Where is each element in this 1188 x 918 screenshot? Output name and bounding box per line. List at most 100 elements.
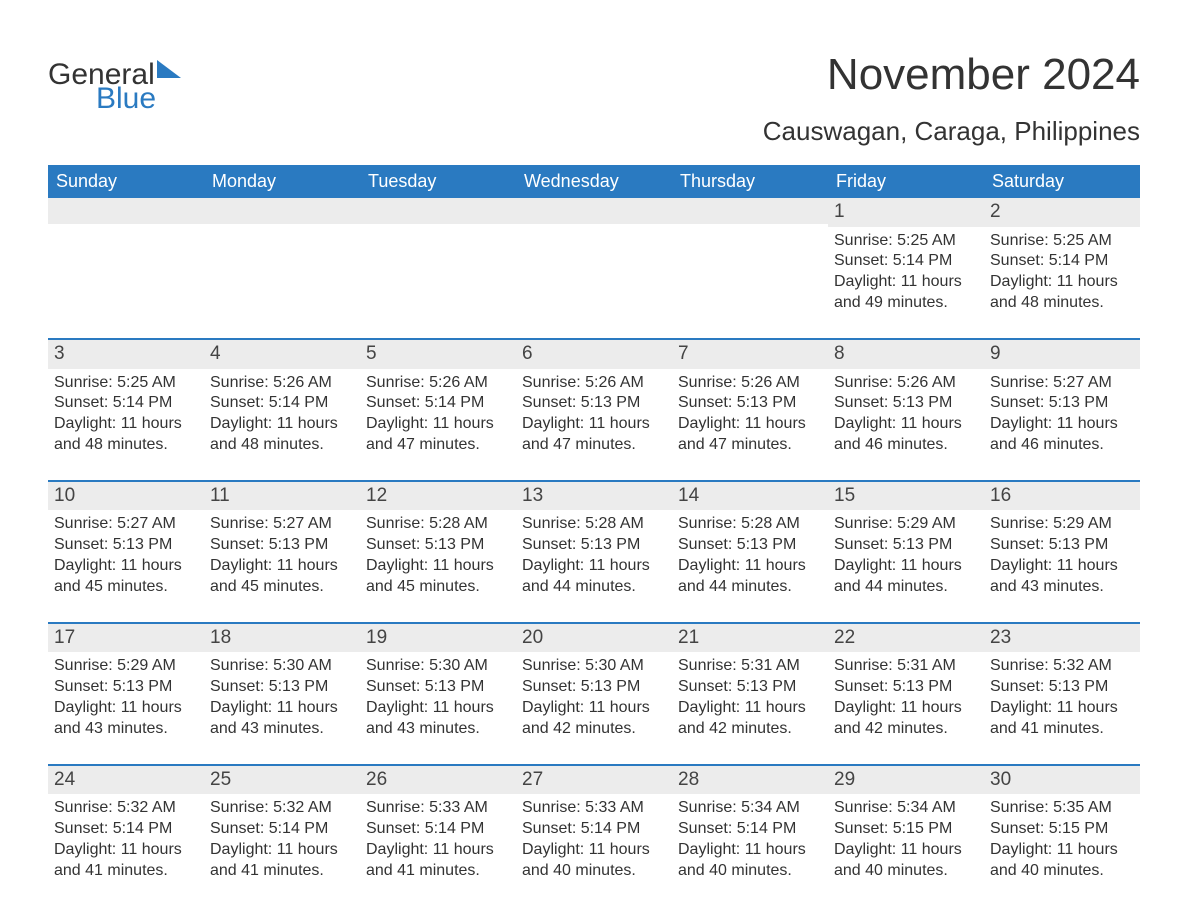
sunset-text: Sunset: 5:14 PM (522, 819, 666, 840)
day-cell: 23Sunrise: 5:32 AMSunset: 5:13 PMDayligh… (984, 623, 1140, 765)
sunset-text: Sunset: 5:13 PM (834, 393, 978, 414)
day-cell: 19Sunrise: 5:30 AMSunset: 5:13 PMDayligh… (360, 623, 516, 765)
day-number: 20 (516, 624, 672, 653)
daylight1-text: Daylight: 11 hours (834, 272, 978, 293)
sunrise-text: Sunrise: 5:33 AM (366, 798, 510, 819)
calendar-table: Sunday Monday Tuesday Wednesday Thursday… (48, 165, 1140, 905)
day-number (360, 198, 516, 224)
daylight1-text: Daylight: 11 hours (54, 698, 198, 719)
daylight1-text: Daylight: 11 hours (834, 414, 978, 435)
sunrise-text: Sunrise: 5:25 AM (990, 231, 1134, 252)
daylight2-text: and 43 minutes. (366, 719, 510, 740)
daylight2-text: and 41 minutes. (54, 861, 198, 882)
day-cell: 10Sunrise: 5:27 AMSunset: 5:13 PMDayligh… (48, 481, 204, 623)
day-cell: 2 Sunrise: 5:25 AMSunset: 5:14 PMDaylight… (984, 198, 1140, 339)
day-cell: 1Sunrise: 5:25 AMSunset: 5:14 PMDaylight… (828, 198, 984, 339)
day-number: 7 (672, 340, 828, 369)
day-number: 17 (48, 624, 204, 653)
day-cell: 9Sunrise: 5:27 AMSunset: 5:13 PMDaylight… (984, 339, 1140, 481)
header: General Blue November 2024 Causwagan, Ca… (48, 30, 1140, 157)
day-cell: 14Sunrise: 5:28 AMSunset: 5:13 PMDayligh… (672, 481, 828, 623)
day-cell: 27Sunrise: 5:33 AMSunset: 5:14 PMDayligh… (516, 765, 672, 906)
day-number: 21 (672, 624, 828, 653)
day-number: 3 (48, 340, 204, 369)
day-number: 28 (672, 766, 828, 795)
dow-wednesday: Wednesday (516, 165, 672, 198)
day-cell: 20Sunrise: 5:30 AMSunset: 5:13 PMDayligh… (516, 623, 672, 765)
sunrise-text: Sunrise: 5:27 AM (210, 514, 354, 535)
daylight1-text: Daylight: 11 hours (54, 840, 198, 861)
daylight1-text: Daylight: 11 hours (990, 272, 1134, 293)
daylight1-text: Daylight: 11 hours (366, 556, 510, 577)
daylight2-text: and 45 minutes. (54, 577, 198, 598)
sunset-text: Sunset: 5:13 PM (678, 677, 822, 698)
daylight2-text: and 42 minutes. (678, 719, 822, 740)
sunrise-text: Sunrise: 5:26 AM (210, 373, 354, 394)
sunrise-text: Sunrise: 5:28 AM (366, 514, 510, 535)
day-cell: 29Sunrise: 5:34 AMSunset: 5:15 PMDayligh… (828, 765, 984, 906)
week-row: 10Sunrise: 5:27 AMSunset: 5:13 PMDayligh… (48, 481, 1140, 623)
daylight1-text: Daylight: 11 hours (678, 556, 822, 577)
sunset-text: Sunset: 5:13 PM (522, 677, 666, 698)
day-cell: 7Sunrise: 5:26 AMSunset: 5:13 PMDaylight… (672, 339, 828, 481)
sunrise-text: Sunrise: 5:30 AM (210, 656, 354, 677)
sunrise-text: Sunrise: 5:35 AM (990, 798, 1134, 819)
daylight1-text: Daylight: 11 hours (678, 698, 822, 719)
day-cell: 30Sunrise: 5:35 AMSunset: 5:15 PMDayligh… (984, 765, 1140, 906)
day-cell: 17Sunrise: 5:29 AMSunset: 5:13 PMDayligh… (48, 623, 204, 765)
sunrise-text: Sunrise: 5:29 AM (54, 656, 198, 677)
sunset-text: Sunset: 5:13 PM (834, 677, 978, 698)
sunset-text: Sunset: 5:14 PM (678, 819, 822, 840)
day-number: 24 (48, 766, 204, 795)
daylight1-text: Daylight: 11 hours (834, 698, 978, 719)
sunset-text: Sunset: 5:13 PM (522, 393, 666, 414)
day-cell (672, 198, 828, 339)
dow-thursday: Thursday (672, 165, 828, 198)
day-cell: 24Sunrise: 5:32 AMSunset: 5:14 PMDayligh… (48, 765, 204, 906)
sunrise-text: Sunrise: 5:31 AM (678, 656, 822, 677)
dow-friday: Friday (828, 165, 984, 198)
dow-tuesday: Tuesday (360, 165, 516, 198)
sunrise-text: Sunrise: 5:26 AM (834, 373, 978, 394)
daylight2-text: and 47 minutes. (678, 435, 822, 456)
sunset-text: Sunset: 5:14 PM (990, 251, 1134, 272)
day-number: 29 (828, 766, 984, 795)
daylight1-text: Daylight: 11 hours (522, 840, 666, 861)
sunrise-text: Sunrise: 5:25 AM (834, 231, 978, 252)
day-number: 26 (360, 766, 516, 795)
daylight1-text: Daylight: 11 hours (366, 414, 510, 435)
sunset-text: Sunset: 5:14 PM (834, 251, 978, 272)
sunset-text: Sunset: 5:13 PM (990, 677, 1134, 698)
daylight2-text: and 43 minutes. (54, 719, 198, 740)
week-row: 17Sunrise: 5:29 AMSunset: 5:13 PMDayligh… (48, 623, 1140, 765)
sunrise-text: Sunrise: 5:32 AM (54, 798, 198, 819)
daylight1-text: Daylight: 11 hours (366, 840, 510, 861)
day-number: 25 (204, 766, 360, 795)
day-number (516, 198, 672, 224)
daylight1-text: Daylight: 11 hours (990, 556, 1134, 577)
day-number: 27 (516, 766, 672, 795)
day-number: 2 (984, 198, 1140, 227)
daylight2-text: and 47 minutes. (366, 435, 510, 456)
sunrise-text: Sunrise: 5:32 AM (990, 656, 1134, 677)
daylight1-text: Daylight: 11 hours (210, 698, 354, 719)
sunset-text: Sunset: 5:13 PM (366, 677, 510, 698)
sunrise-text: Sunrise: 5:27 AM (990, 373, 1134, 394)
day-cell: 22Sunrise: 5:31 AMSunset: 5:13 PMDayligh… (828, 623, 984, 765)
day-cell: 21 Sunrise: 5:31 AMSunset: 5:13 PMDayligh… (672, 623, 828, 765)
daylight1-text: Daylight: 11 hours (54, 556, 198, 577)
daylight2-text: and 44 minutes. (678, 577, 822, 598)
day-number (48, 198, 204, 224)
daylight1-text: Daylight: 11 hours (834, 840, 978, 861)
sunset-text: Sunset: 5:14 PM (366, 819, 510, 840)
sunset-text: Sunset: 5:13 PM (990, 393, 1134, 414)
daylight1-text: Daylight: 11 hours (366, 698, 510, 719)
daylight2-text: and 45 minutes. (366, 577, 510, 598)
day-number: 16 (984, 482, 1140, 511)
day-number: 22 (828, 624, 984, 653)
daylight2-text: and 48 minutes. (54, 435, 198, 456)
day-cell (360, 198, 516, 339)
sunset-text: Sunset: 5:13 PM (366, 535, 510, 556)
sunrise-text: Sunrise: 5:26 AM (366, 373, 510, 394)
daylight1-text: Daylight: 11 hours (210, 414, 354, 435)
